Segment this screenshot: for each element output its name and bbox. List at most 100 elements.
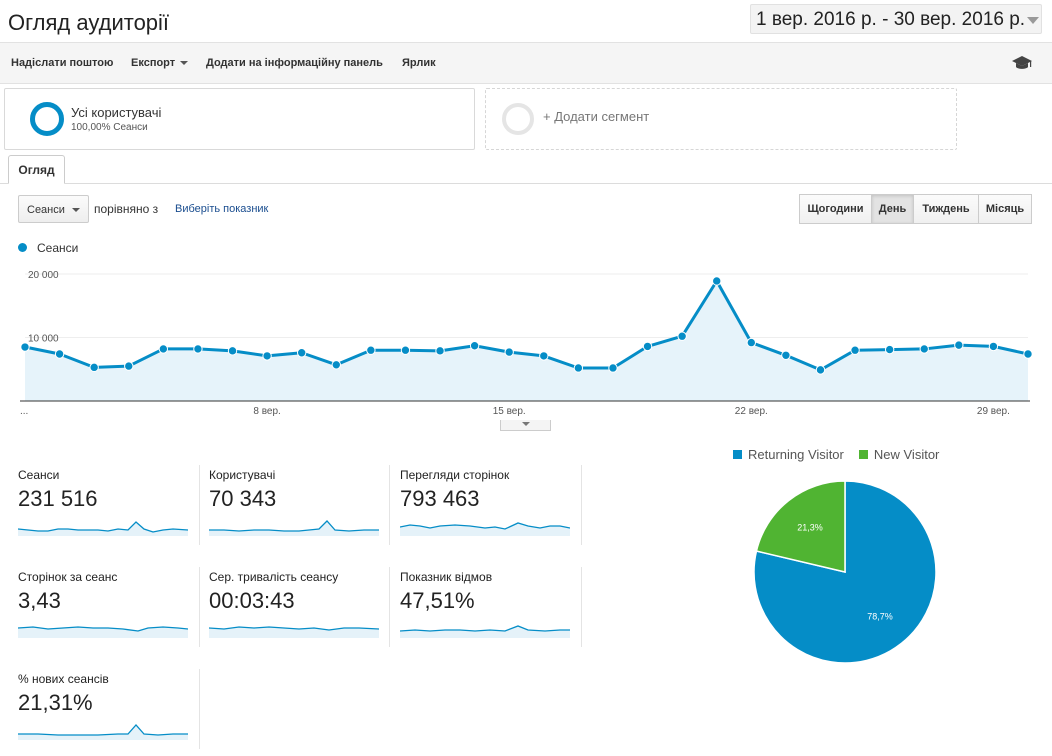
card-divider: [581, 465, 582, 545]
sessions-line-chart: 20 000 10 000... 8 вер. 15 вер. 22 вер. 29 ве…: [20, 270, 1033, 417]
shortcut-button[interactable]: Ярлик: [402, 57, 436, 69]
toolbar: Надіслати поштою Експорт Додати на інфор…: [0, 42, 1052, 84]
scorecard-value: 231 516: [18, 486, 98, 511]
data-point: [124, 361, 134, 371]
scorecard-new-sessions[interactable]: % нових сеансів 21,31%: [18, 672, 204, 754]
legend-label: Сеанси: [37, 241, 79, 255]
sparkline: [18, 521, 188, 536]
add-to-dashboard-button[interactable]: Додати на інформаційну панель: [206, 57, 383, 69]
scorecard-pages-per-session[interactable]: Сторінок за сеанс 3,43: [18, 570, 204, 652]
data-point: [296, 348, 307, 358]
segment-name: Усі користувачі: [71, 105, 162, 120]
data-point: [366, 345, 376, 355]
x-tick-label: ...: [20, 406, 28, 417]
scorecard-value: 70 343: [209, 486, 277, 511]
data-point: [193, 344, 203, 354]
pie-legend: Returning Visitor New Visitor: [733, 447, 939, 462]
scorecard-label: Сторінок за сеанс: [18, 570, 118, 584]
export-button[interactable]: Експорт: [131, 57, 189, 69]
period-week-button[interactable]: Тиждень: [913, 194, 979, 224]
data-point: [227, 346, 238, 356]
metric-select-value: Сеанси: [27, 204, 65, 216]
legend-swatch-new: [858, 450, 868, 459]
data-point: [262, 351, 272, 361]
period-month-button[interactable]: Місяць: [978, 194, 1032, 224]
legend-dot-icon: [18, 243, 27, 252]
pie-slice-label: 78,7%: [867, 611, 893, 621]
scorecard-users[interactable]: Користувачі 70 343: [209, 468, 395, 550]
data-point: [54, 349, 65, 359]
data-point: [919, 344, 929, 354]
sparkline: [400, 625, 570, 638]
date-range-label: 1 вер. 2016 р. - 30 вер. 2016 р.: [756, 9, 1026, 30]
data-point: [988, 341, 999, 352]
data-point: [400, 345, 411, 355]
card-divider: [199, 669, 200, 749]
x-tick-label: 22 вер.: [735, 406, 768, 417]
x-tick-label: 29 вер.: [977, 406, 1010, 417]
data-point: [746, 337, 757, 348]
scorecard-value: 47,51%: [400, 588, 475, 613]
scorecard-label: Показник відмов: [400, 570, 493, 584]
segment-ring-icon: [30, 102, 64, 136]
legend-label-new: New Visitor: [873, 447, 940, 462]
card-divider: [389, 567, 390, 647]
pie-slice-label: 21,3%: [797, 523, 823, 533]
pie-slice: [755, 480, 846, 573]
card-divider: [581, 567, 582, 647]
scorecard-label: Сер. тривалість сеансу: [209, 570, 339, 584]
sparkline: [400, 522, 570, 536]
card-divider: [389, 465, 390, 545]
scorecard-pageviews[interactable]: Перегляди сторінок 793 463: [400, 468, 586, 550]
export-label: Експорт: [131, 57, 176, 69]
data-point: [850, 345, 860, 355]
metric-select[interactable]: Сеанси: [18, 195, 89, 223]
scorecard-value: 00:03:43: [209, 588, 295, 613]
sparkline: [209, 520, 379, 536]
scorecard-value: 793 463: [400, 486, 480, 511]
data-point: [469, 341, 480, 351]
scorecard-avg-duration[interactable]: Сер. тривалість сеансу 00:03:43: [209, 570, 395, 652]
data-point: [884, 344, 895, 355]
data-point: [642, 341, 653, 352]
data-point: [608, 363, 618, 373]
data-point: [158, 344, 169, 354]
scorecard-sessions[interactable]: Сеанси 231 516: [18, 468, 204, 550]
segment-all-users[interactable]: Усі користувачі 100,00% Сеанси: [4, 88, 475, 150]
data-point: [573, 363, 584, 373]
tab-overview[interactable]: Огляд: [8, 155, 65, 184]
send-email-button[interactable]: Надіслати поштою: [11, 57, 114, 69]
add-segment-button[interactable]: + Додати сегмент: [485, 88, 957, 150]
data-point: [677, 331, 687, 341]
scorecard-label: Перегляди сторінок: [400, 468, 510, 482]
x-tick-label: 8 вер.: [253, 406, 280, 417]
sparkline: [18, 724, 188, 740]
data-point: [89, 362, 99, 373]
period-day-button[interactable]: День: [871, 194, 914, 224]
chevron-down-icon: [180, 61, 189, 66]
date-range-picker[interactable]: 1 вер. 2016 р. - 30 вер. 2016 р.: [750, 4, 1042, 34]
page-title: Огляд аудиторії: [8, 10, 170, 35]
segment-share: 100,00% Сеанси: [71, 122, 148, 133]
compared-with-label: порівняно з: [94, 202, 159, 216]
data-point: [504, 347, 514, 357]
graduation-cap-icon[interactable]: [1011, 55, 1033, 71]
scorecard-label: Користувачі: [209, 468, 276, 482]
sparkline: [18, 626, 188, 638]
y-tick-label: 10 000: [28, 334, 59, 345]
period-hourly-button[interactable]: Щогодини: [799, 194, 872, 224]
chart-collapse-toggle[interactable]: [500, 420, 551, 431]
data-point: [331, 360, 341, 370]
scorecard-bounce-rate[interactable]: Показник відмов 47,51%: [400, 570, 586, 652]
data-point: [1023, 349, 1033, 359]
choose-metric-link[interactable]: Виберіть показник: [175, 203, 269, 215]
sparkline: [209, 626, 379, 638]
data-point: [712, 276, 722, 286]
scorecard-value: 21,31%: [18, 690, 93, 715]
segment-placeholder-icon: [502, 103, 534, 135]
add-segment-label: + Додати сегмент: [543, 109, 650, 124]
chevron-down-icon: [72, 208, 80, 212]
tab-divider: [0, 183, 1052, 184]
visitor-type-pie-chart: 78,7% 21,3%: [753, 480, 937, 664]
data-point: [781, 350, 791, 360]
